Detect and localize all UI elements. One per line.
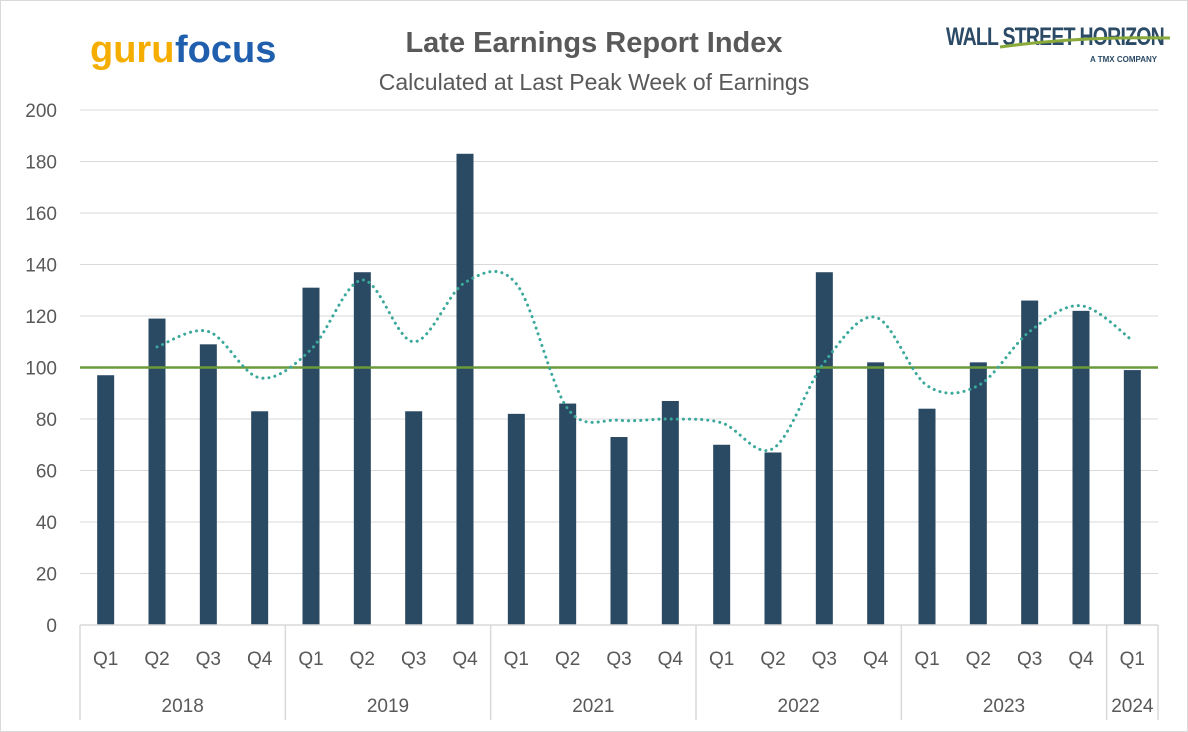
- x-tick-label: Q4: [452, 649, 478, 670]
- y-tick-label: 40: [36, 513, 57, 534]
- bar: [302, 287, 320, 625]
- wall-street-horizon-logo: WALL STREET HORIZON A TMX COMPANY: [946, 23, 1171, 64]
- bar: [918, 408, 936, 625]
- x-tick-label: Q2: [144, 649, 169, 670]
- bar: [251, 411, 269, 625]
- y-tick-label: 160: [25, 204, 57, 225]
- chart-subtitle: Calculated at Last Peak Week of Earnings: [379, 69, 809, 95]
- bar: [867, 362, 885, 625]
- y-tick-label: 20: [36, 565, 57, 586]
- bar: [559, 403, 577, 625]
- year-label: 2019: [367, 696, 409, 717]
- y-tick-label: 100: [25, 359, 57, 380]
- x-tick-label: Q4: [658, 649, 684, 670]
- y-tick-label: 180: [25, 153, 57, 174]
- x-tick-label: Q1: [298, 649, 323, 670]
- x-tick-label: Q3: [606, 649, 631, 670]
- bar: [507, 413, 525, 625]
- bar: [353, 272, 371, 625]
- x-tick-label: Q1: [93, 649, 118, 670]
- svg-text:guru: guru: [90, 29, 174, 71]
- x-tick-label: Q1: [914, 649, 939, 670]
- bar: [815, 272, 833, 625]
- bar: [713, 444, 731, 625]
- bar: [1072, 310, 1090, 625]
- x-tick-label: Q1: [504, 649, 529, 670]
- x-tick-label: Q4: [1068, 649, 1094, 670]
- bar: [610, 437, 628, 625]
- y-tick-label: 60: [36, 462, 57, 483]
- y-tick-label: 140: [25, 256, 57, 277]
- year-label: 2022: [778, 696, 820, 717]
- moving-average-trendline: [155, 269, 1134, 453]
- bar: [405, 411, 423, 625]
- x-tick-label: Q3: [1017, 649, 1042, 670]
- x-tick-label: Q2: [555, 649, 580, 670]
- x-tick-label: Q1: [709, 649, 734, 670]
- bar: [1021, 300, 1039, 625]
- year-label: 2023: [983, 696, 1025, 717]
- x-tick-label: Q3: [196, 649, 221, 670]
- bar: [969, 362, 987, 625]
- y-tick-label: 200: [25, 101, 57, 122]
- x-tick-label: Q2: [760, 649, 785, 670]
- chart-title: Late Earnings Report Index: [405, 27, 782, 59]
- bar: [764, 452, 782, 625]
- x-tick-label: Q4: [247, 649, 273, 670]
- bar: [199, 344, 217, 625]
- y-tick-label: 80: [36, 410, 57, 431]
- bar: [661, 400, 679, 625]
- bar: [148, 318, 166, 625]
- gurufocus-logo: guru focus: [90, 29, 276, 71]
- year-label: 2018: [162, 696, 204, 717]
- year-label: 2021: [572, 696, 614, 717]
- x-tick-label: Q3: [812, 649, 837, 670]
- x-tick-label: Q4: [863, 649, 889, 670]
- x-tick-label: Q3: [401, 649, 426, 670]
- y-tick-label: 120: [25, 307, 57, 328]
- year-label: 2024: [1111, 696, 1154, 717]
- y-tick-label: 0: [46, 616, 57, 637]
- x-tick-label: Q2: [966, 649, 991, 670]
- bar: [1123, 370, 1141, 625]
- bar: [97, 375, 115, 625]
- svg-text:A TMX COMPANY: A TMX COMPANY: [1090, 55, 1158, 64]
- x-tick-label: Q2: [350, 649, 375, 670]
- x-tick-label: Q1: [1120, 649, 1145, 670]
- bar: [456, 153, 474, 625]
- svg-text:focus: focus: [175, 29, 276, 71]
